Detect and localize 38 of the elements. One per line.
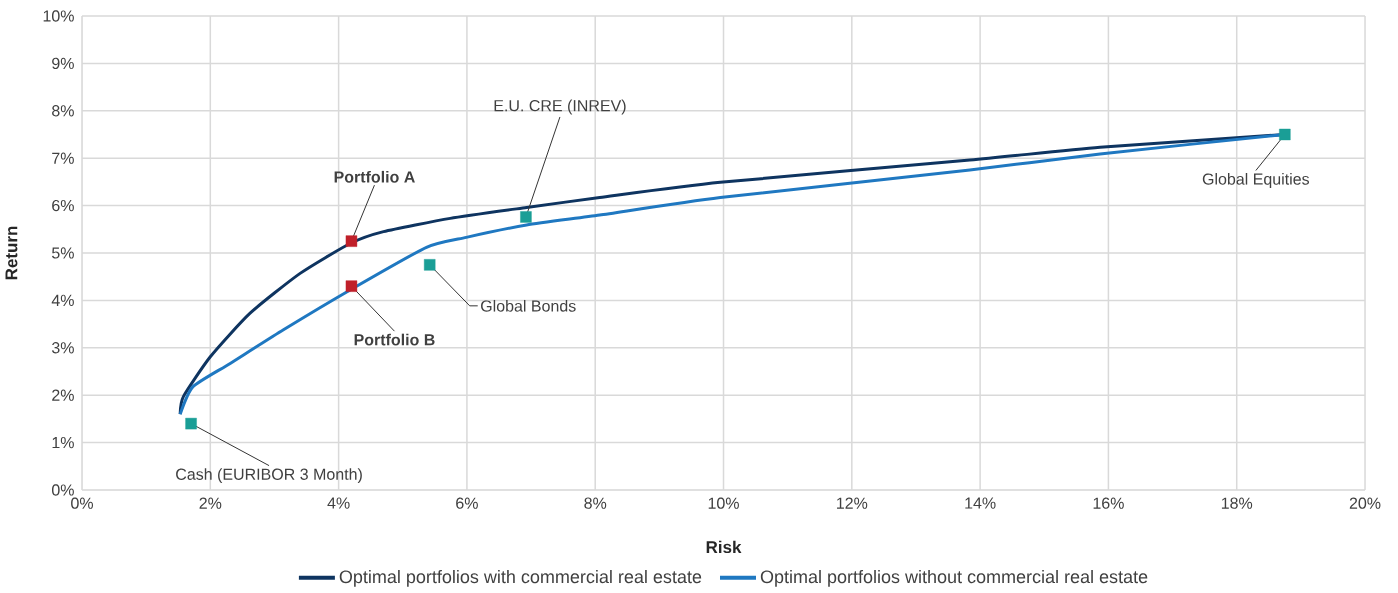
y-axis-title: Return: [5, 226, 18, 280]
y-tick-label: 6%: [52, 199, 74, 212]
x-tick-label: 2%: [199, 497, 222, 509]
point: [424, 259, 436, 271]
x-tick-label: 0%: [71, 497, 93, 509]
y-tick-label: 4%: [51, 294, 74, 306]
point: [345, 235, 358, 247]
y-tick-label: 10%: [43, 10, 74, 22]
annotation: E.U. CRE (INREV): [494, 99, 626, 115]
y-tick-label: 7%: [52, 152, 74, 164]
y-tick-label: 2%: [52, 389, 74, 401]
x-tick-label: 8%: [584, 497, 607, 509]
y-tick-label: 5%: [52, 247, 74, 259]
legend-label: Optimal portfolios with commercial real estate: [339, 569, 702, 587]
y-tick-label: 1%: [52, 436, 74, 449]
annotation: Portfolio B: [354, 333, 435, 346]
x-tick-label: 10%: [708, 497, 739, 509]
x-tick-label: 16%: [1093, 497, 1124, 509]
point: [185, 417, 197, 430]
x-tick-label: 18%: [1221, 497, 1253, 509]
x-tick-label: 20%: [1349, 497, 1381, 509]
y-tick-label: 8%: [52, 105, 74, 117]
legend-label: Optimal portfolios without commercial real estate: [760, 569, 1148, 587]
annotation: Global Bonds: [481, 299, 576, 312]
y-tick-label: 3%: [51, 342, 74, 354]
y-tick-label: 9%: [52, 57, 74, 70]
point: [1279, 128, 1291, 141]
x-tick-label: 4%: [327, 497, 350, 509]
x-tick-label: 14%: [965, 497, 996, 509]
annotation: Cash (EURIBOR 3 Month): [176, 468, 362, 484]
x-tick-label: 12%: [837, 497, 868, 509]
point: [345, 280, 358, 292]
x-axis-title: Risk: [706, 540, 742, 554]
annotation: Portfolio A: [334, 170, 415, 183]
y-tick-label: 0%: [51, 484, 74, 496]
annotation: Global Equities: [1202, 172, 1310, 188]
x-tick-label: 6%: [456, 497, 478, 509]
point: [520, 211, 532, 223]
